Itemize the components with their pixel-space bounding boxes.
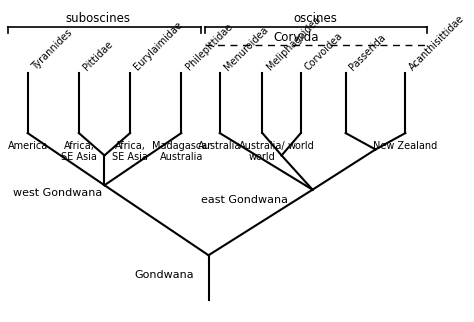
Text: Passerida: Passerida bbox=[348, 32, 388, 72]
Text: Eurylaimidae: Eurylaimidae bbox=[132, 20, 184, 72]
Text: Acanthisittidae: Acanthisittidae bbox=[408, 13, 466, 72]
Text: suboscines: suboscines bbox=[65, 12, 130, 25]
Text: Madagascar
Australia: Madagascar Australia bbox=[152, 140, 211, 162]
Text: Philepittidae: Philepittidae bbox=[183, 22, 234, 72]
Text: Menuroidea: Menuroidea bbox=[222, 24, 270, 72]
Text: Corvoidea: Corvoidea bbox=[303, 30, 345, 72]
Text: Gondwana: Gondwana bbox=[134, 270, 194, 279]
Text: Africa,
SE Asia: Africa, SE Asia bbox=[112, 140, 148, 162]
Text: west Gondwana: west Gondwana bbox=[13, 188, 102, 198]
Text: world: world bbox=[287, 140, 314, 150]
Text: Australia/
world: Australia/ world bbox=[239, 140, 286, 162]
Text: New Zealand: New Zealand bbox=[373, 140, 438, 150]
Text: Tyrannides: Tyrannides bbox=[30, 28, 74, 72]
Text: Africa,
SE Asia: Africa, SE Asia bbox=[61, 140, 97, 162]
Text: east Gondwana: east Gondwana bbox=[201, 195, 288, 205]
Text: Corvida: Corvida bbox=[274, 31, 319, 44]
Text: Pittidae: Pittidae bbox=[81, 39, 114, 72]
Text: oscines: oscines bbox=[294, 12, 337, 25]
Text: America: America bbox=[8, 140, 48, 150]
Text: Meliphagoidea: Meliphagoidea bbox=[264, 14, 322, 72]
Text: Australia: Australia bbox=[198, 140, 241, 150]
